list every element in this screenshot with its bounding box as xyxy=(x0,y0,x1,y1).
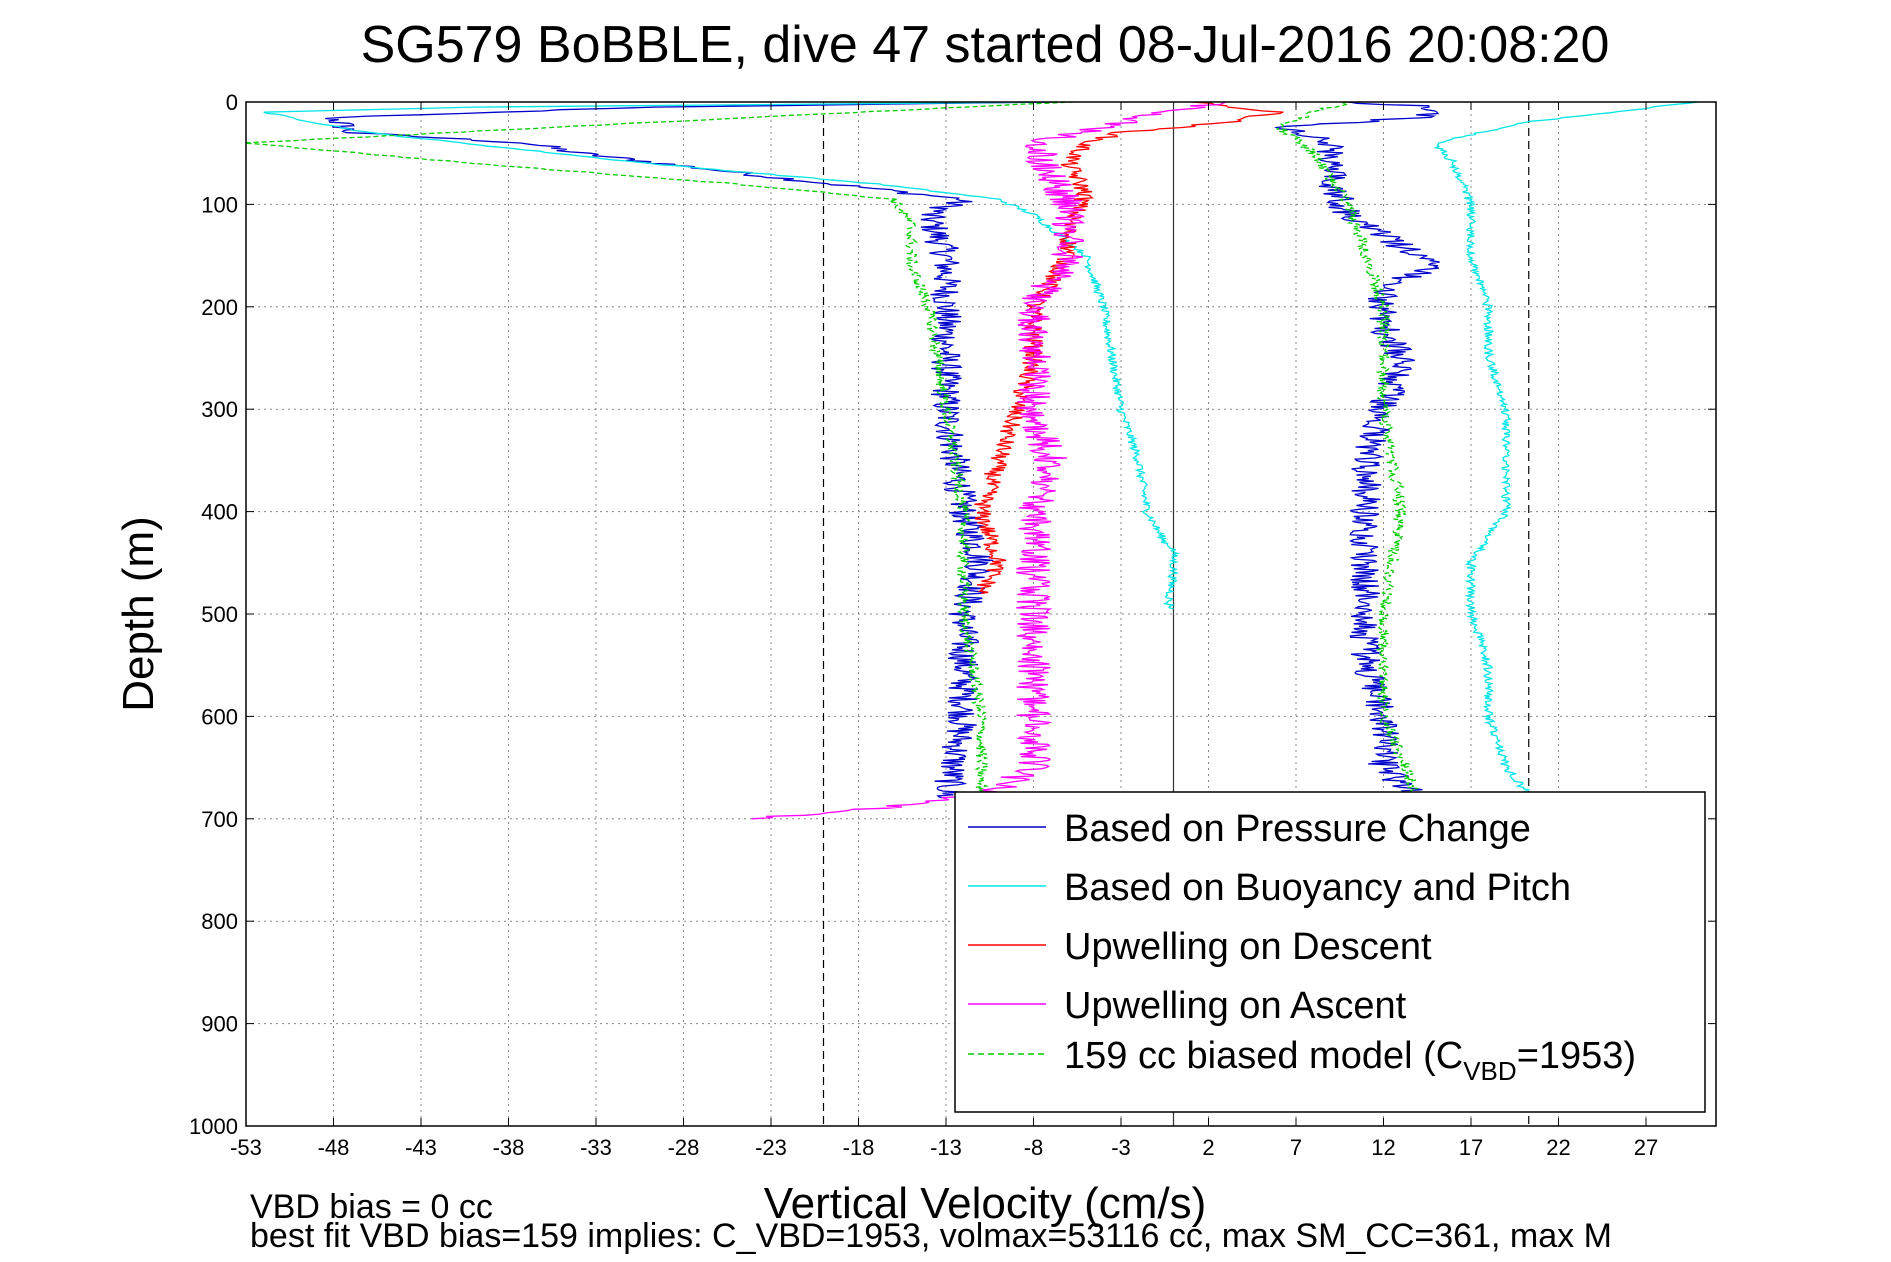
legend-label: 159 cc biased model (CVBD=1953) xyxy=(1064,1035,1636,1086)
series-0-ascent-line xyxy=(1273,102,1440,799)
x-tick-label: 12 xyxy=(1371,1135,1395,1160)
y-tick-label: 0 xyxy=(226,90,238,115)
x-tick-label: 7 xyxy=(1290,1135,1302,1160)
x-ticks: -53 -48 -43 -38 -33 -28 -23 -18 -13 -8 -3 2 7 12 17 22 2… xyxy=(230,102,1658,1160)
x-tick-label: -33 xyxy=(580,1135,612,1160)
series-1-descent-line xyxy=(263,102,1180,610)
legend-box xyxy=(954,791,1706,1113)
x-tick-label: 22 xyxy=(1546,1135,1570,1160)
legend-label-part: =1953) xyxy=(1517,1035,1636,1077)
x-tick-label: -18 xyxy=(843,1135,875,1160)
series-1-ascent-line xyxy=(1433,102,1699,810)
series-0-descent-line xyxy=(325,102,1056,799)
y-tick-label: 400 xyxy=(201,500,238,525)
y-tick-label: 600 xyxy=(201,704,238,729)
x-tick-label: -23 xyxy=(755,1135,787,1160)
x-tick-label: -53 xyxy=(230,1135,262,1160)
x-tick-label: -38 xyxy=(493,1135,525,1160)
series-4-ascent-line xyxy=(1276,102,1424,799)
y-tick-label: 900 xyxy=(201,1012,238,1037)
series-4-descent-line xyxy=(246,102,1074,799)
y-tick-label: 200 xyxy=(201,295,238,320)
legend-label-subscript: VBD xyxy=(1463,1056,1516,1086)
y-tick-label: 100 xyxy=(201,192,238,217)
x-tick-label: 17 xyxy=(1459,1135,1483,1160)
x-tick-label: -43 xyxy=(405,1135,437,1160)
x-tick-label: -3 xyxy=(1111,1135,1131,1160)
footer-vbd-bias: VBD bias = 0 cc xyxy=(250,1188,493,1226)
legend-label-part: 159 cc biased model (C xyxy=(1064,1035,1463,1077)
plot-series xyxy=(246,102,1699,820)
footer-best-fit: best fit VBD bias=159 implies: C_VBD=195… xyxy=(250,1217,1612,1255)
x-tick-label: -8 xyxy=(1024,1135,1044,1160)
x-tick-label: 2 xyxy=(1202,1135,1214,1160)
y-tick-label: 1000 xyxy=(189,1114,238,1139)
legend-label: Upwelling on Descent xyxy=(1064,926,1432,968)
x-axis-label: Vertical Velocity (cm/s) xyxy=(764,1179,1207,1228)
chart-title: SG579 BoBBLE, dive 47 started 08-Jul-201… xyxy=(361,16,1610,74)
x-tick-label: 27 xyxy=(1634,1135,1658,1160)
y-tick-label: 700 xyxy=(201,807,238,832)
legend: Based on Pressure Change Based on Buoyanc… xyxy=(954,791,1706,1113)
y-tick-label: 800 xyxy=(201,909,238,934)
legend-label: Upwelling on Ascent xyxy=(1064,985,1407,1027)
x-tick-label: -13 xyxy=(930,1135,962,1160)
legend-label: Based on Buoyancy and Pitch xyxy=(1064,867,1571,909)
y-tick-label: 500 xyxy=(201,602,238,627)
y-tick-label: 300 xyxy=(201,397,238,422)
series-3-descent-line xyxy=(751,102,1227,820)
x-tick-label: -28 xyxy=(668,1135,700,1160)
y-axis-label: Depth (m) xyxy=(114,516,163,712)
legend-label: Based on Pressure Change xyxy=(1064,808,1531,850)
series-2-descent-line xyxy=(974,102,1284,595)
y-ticks: 0 100 200 300 400 500 600 700 800 900 1000 xyxy=(189,90,1716,1139)
x-tick-label: -48 xyxy=(318,1135,350,1160)
